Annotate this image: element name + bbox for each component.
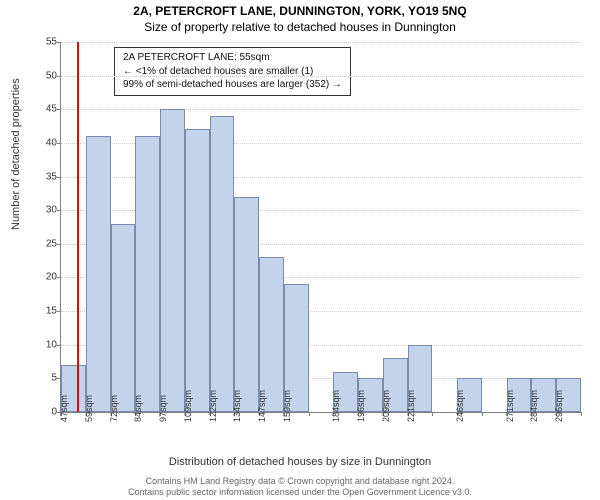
- xtick-label: 196sqm: [356, 390, 366, 422]
- ytick-label: 35: [31, 171, 57, 182]
- xtick-label: 59sqm: [84, 395, 94, 422]
- ytick-mark: [57, 42, 61, 43]
- chart-subtitle: Size of property relative to detached ho…: [0, 18, 600, 34]
- histogram-bar: [86, 136, 111, 412]
- xtick-label: 209sqm: [381, 390, 391, 422]
- xtick-label: 184sqm: [331, 390, 341, 422]
- ytick-mark: [57, 109, 61, 110]
- ytick-label: 45: [31, 104, 57, 115]
- footer-attribution: Contains HM Land Registry data © Crown c…: [0, 476, 600, 499]
- ytick-mark: [57, 345, 61, 346]
- histogram-bar: [160, 109, 185, 412]
- ytick-mark: [57, 143, 61, 144]
- xtick-label: 246sqm: [455, 390, 465, 422]
- xtick-label: 296sqm: [554, 390, 564, 422]
- histogram-bar: [234, 197, 259, 412]
- annotation-box: 2A PETERCROFT LANE: 55sqm ← <1% of detac…: [114, 47, 351, 96]
- x-axis-label: Distribution of detached houses by size …: [0, 456, 600, 468]
- xtick-mark: [309, 412, 310, 416]
- ytick-mark: [57, 311, 61, 312]
- gridline: [61, 76, 581, 77]
- histogram-bar: [210, 116, 235, 412]
- xtick-mark: [482, 412, 483, 416]
- xtick-label: 284sqm: [529, 390, 539, 422]
- xtick-label: 271sqm: [505, 390, 515, 422]
- ytick-label: 0: [31, 407, 57, 418]
- gridline: [61, 42, 581, 43]
- histogram-bar: [259, 257, 284, 412]
- ytick-mark: [57, 244, 61, 245]
- annotation-line: 99% of semi-detached houses are larger (…: [123, 78, 342, 92]
- xtick-label: 84sqm: [133, 395, 143, 422]
- ytick-mark: [57, 277, 61, 278]
- xtick-label: 47sqm: [59, 395, 69, 422]
- xtick-label: 72sqm: [109, 395, 119, 422]
- histogram-bar: [111, 224, 136, 412]
- histogram-bar: [135, 136, 160, 412]
- xtick-label: 97sqm: [158, 395, 168, 422]
- xtick-label: 109sqm: [183, 390, 193, 422]
- xtick-label: 159sqm: [282, 390, 292, 422]
- xtick-label: 134sqm: [232, 390, 242, 422]
- ytick-mark: [57, 210, 61, 211]
- histogram-bar: [185, 129, 210, 412]
- xtick-mark: [432, 412, 433, 416]
- ytick-label: 15: [31, 306, 57, 317]
- ytick-label: 30: [31, 205, 57, 216]
- annotation-line: 2A PETERCROFT LANE: 55sqm: [123, 51, 342, 65]
- xtick-label: 221sqm: [406, 390, 416, 422]
- y-axis-label: Number of detached properties: [10, 78, 22, 230]
- footer-line: Contains public sector information licen…: [0, 487, 600, 498]
- ytick-label: 5: [31, 373, 57, 384]
- xtick-label: 122sqm: [208, 390, 218, 422]
- chart-title: 2A, PETERCROFT LANE, DUNNINGTON, YORK, Y…: [0, 0, 600, 18]
- ytick-mark: [57, 177, 61, 178]
- ytick-label: 10: [31, 339, 57, 350]
- ytick-label: 40: [31, 137, 57, 148]
- ytick-label: 50: [31, 70, 57, 81]
- ytick-label: 55: [31, 37, 57, 48]
- chart-container: 2A, PETERCROFT LANE, DUNNINGTON, YORK, Y…: [0, 0, 600, 500]
- footer-line: Contains HM Land Registry data © Crown c…: [0, 476, 600, 487]
- reference-line: [77, 42, 79, 412]
- gridline: [61, 109, 581, 110]
- ytick-label: 20: [31, 272, 57, 283]
- xtick-mark: [581, 412, 582, 416]
- ytick-label: 25: [31, 238, 57, 249]
- chart-plot-area: 2A PETERCROFT LANE: 55sqm ← <1% of detac…: [60, 42, 581, 413]
- xtick-label: 147sqm: [257, 390, 267, 422]
- ytick-mark: [57, 76, 61, 77]
